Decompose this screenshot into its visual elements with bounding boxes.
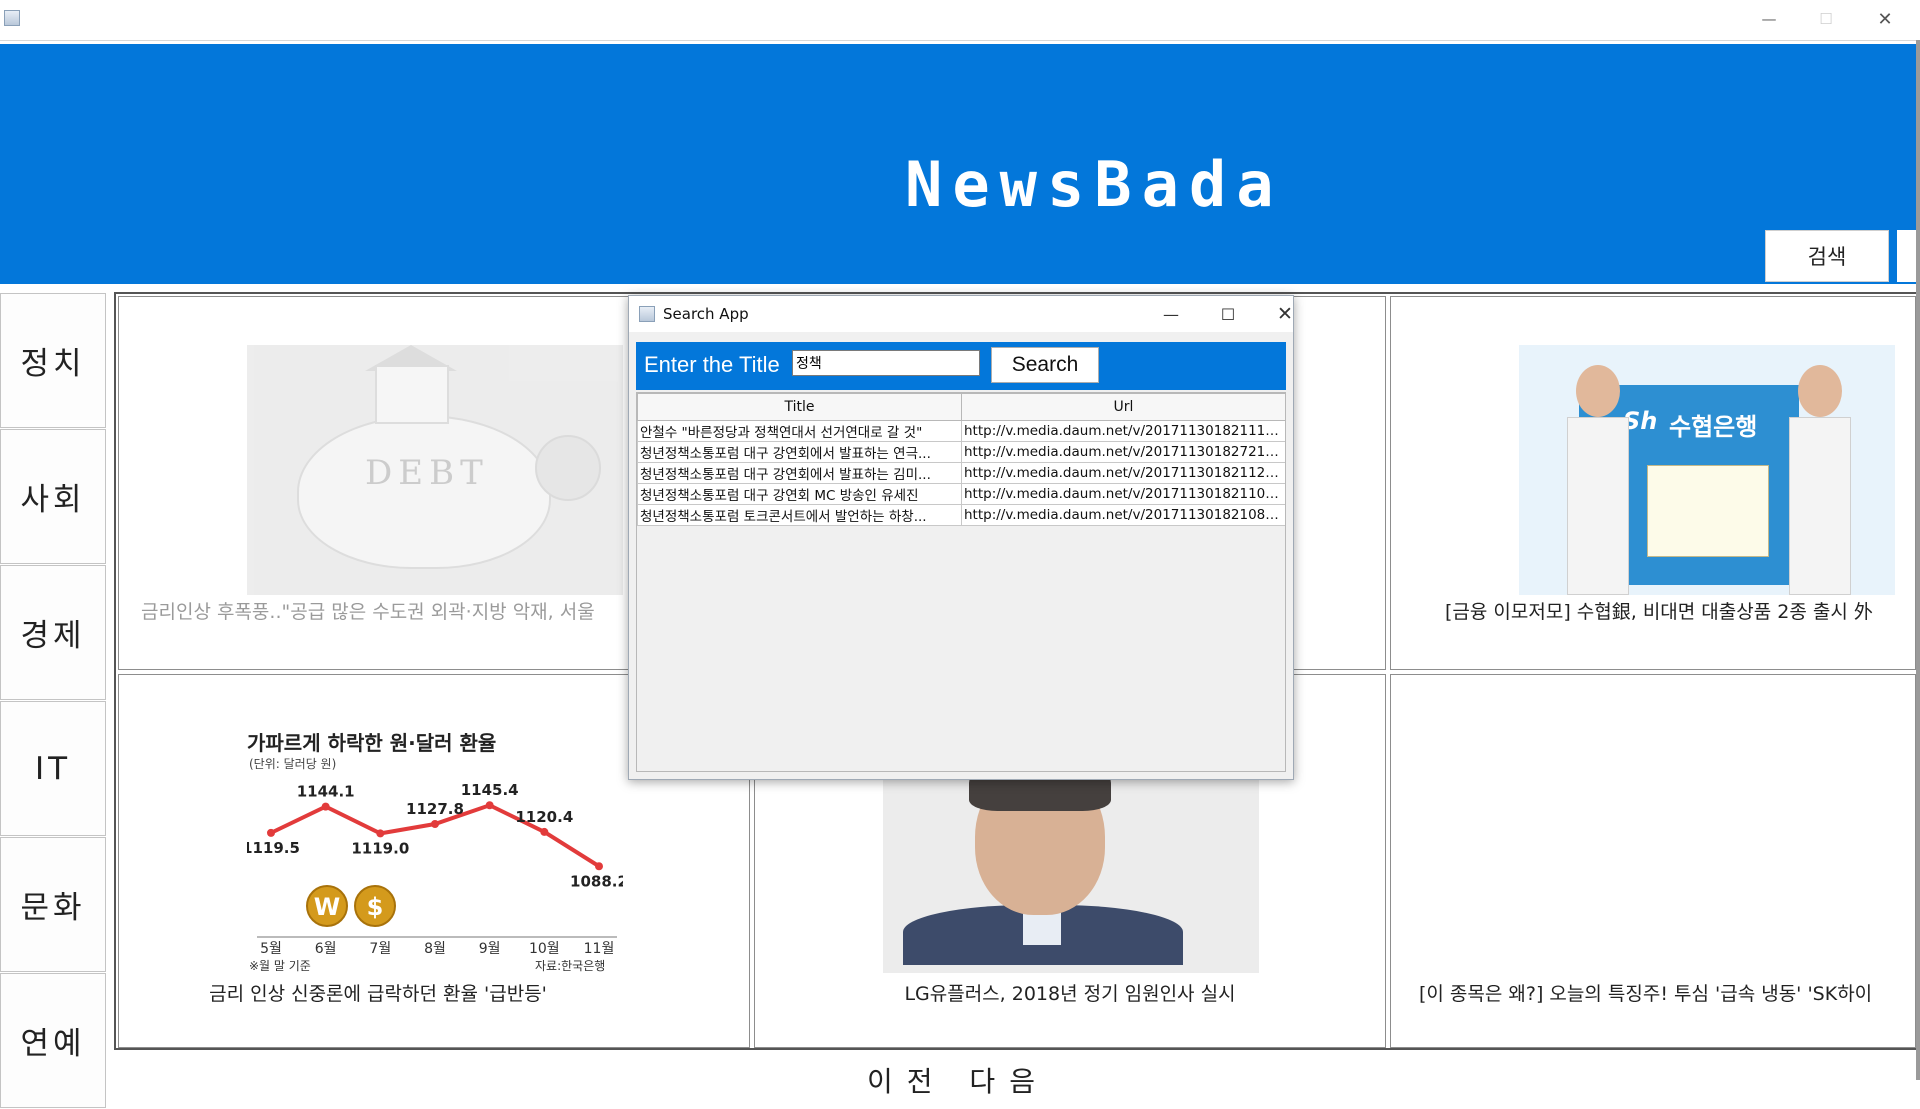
result-url-cell[interactable]: http://v.media.daum.net/v/20171130182108… xyxy=(961,504,1285,526)
x-tick-label: 9월 xyxy=(479,941,501,957)
header-banner: NewsBada xyxy=(0,44,1916,284)
sidebar-item-economy[interactable]: 경제 xyxy=(0,565,106,700)
result-title-cell[interactable]: 청년정책소통포럼 대구 강연회 MC 방송인 유세진 xyxy=(637,483,962,505)
chart-footnote: ※월 말 기준 xyxy=(249,959,311,973)
dialog-titlebar: Search App — ☐ ✕ xyxy=(629,296,1293,332)
news-card[interactable]: 수협은행 Sh [금융 이모저모] 수협銀, 비대면 대출상품 2종 출시 外 xyxy=(1390,296,1916,670)
close-button[interactable]: ✕ xyxy=(1877,8,1893,30)
dialog-minimize-button[interactable]: — xyxy=(1163,304,1179,324)
column-header-url[interactable]: Url xyxy=(961,393,1285,421)
news-caption[interactable]: [금융 이모저모] 수협銀, 비대면 대출상품 2종 출시 外 xyxy=(1445,601,1873,623)
pagination[interactable]: 이전 다음 xyxy=(867,1065,1049,1098)
won-coin xyxy=(306,885,348,927)
news-thumbnail: DEBT xyxy=(247,345,623,595)
data-label: 1127.8 xyxy=(406,800,464,818)
header-search-button-edge xyxy=(1897,230,1916,282)
data-point xyxy=(321,802,330,811)
column-header-title[interactable]: Title xyxy=(637,393,962,421)
news-caption[interactable]: 금리인상 후폭풍.."공급 많은 수도권 외곽·지방 악재, 서울 xyxy=(141,601,595,623)
news-thumbnail: 가파르게 하락한 원·달러 환율 (단위: 달러당 원) W $ 1119.5 5… xyxy=(247,725,623,973)
house-roof-shape xyxy=(365,345,457,371)
enter-title-label: Enter the Title xyxy=(644,352,780,377)
sidebar-item-it[interactable]: IT xyxy=(0,701,106,836)
x-tick-label: 5월 xyxy=(260,941,282,957)
debt-label: DEBT xyxy=(365,453,489,493)
news-thumbnail: 수협은행 Sh xyxy=(1519,345,1895,595)
maximize-button[interactable]: ☐ xyxy=(1819,10,1833,28)
result-title-cell[interactable]: 청년정책소통포럼 대구 강연회에서 발표하는 연극... xyxy=(637,441,962,463)
person-figure xyxy=(1567,365,1629,595)
dollar-coin xyxy=(354,885,396,927)
result-title-cell[interactable]: 안철수 "바른정당과 정책연대서 선거연대로 갈 것" xyxy=(637,420,962,442)
data-point xyxy=(267,828,275,837)
x-tick-label: 7월 xyxy=(369,941,391,957)
data-point xyxy=(540,827,549,836)
sidebar-item-society[interactable]: 사회 xyxy=(0,429,106,564)
promo-board xyxy=(1647,465,1769,557)
table-row[interactable]: 청년정책소통포럼 대구 강연회에서 발표하는 김미... http://v.me… xyxy=(637,462,1285,484)
data-label: 1144.1 xyxy=(297,783,355,801)
data-point xyxy=(431,820,439,829)
sidebar-item-politics[interactable]: 정치 xyxy=(0,293,106,428)
java-app-icon xyxy=(4,10,20,26)
won-coin-label: W xyxy=(314,893,340,921)
table-row[interactable]: 청년정책소통포럼 토크콘서트에서 발언하는 하창... http://v.med… xyxy=(637,504,1285,526)
results-table-container[interactable]: Title Url 안철수 "바른정당과 정책연대서 선거연대로 갈 것" ht… xyxy=(636,392,1286,772)
x-tick-label: 6월 xyxy=(315,941,337,957)
result-title-cell[interactable]: 청년정책소통포럼 대구 강연회에서 발표하는 김미... xyxy=(637,462,962,484)
news-caption[interactable]: LG유플러스, 2018년 정기 임원인사 실시 xyxy=(904,983,1236,1005)
news-caption[interactable]: [이 종목은 왜?] 오늘의 특징주! 투심 '급속 냉동' 'SK하이 xyxy=(1419,983,1873,1005)
result-url-cell[interactable]: http://v.media.daum.net/v/20171130182721… xyxy=(961,441,1285,463)
header-search-button[interactable]: 검색 xyxy=(1765,230,1889,282)
data-label: 1119.0 xyxy=(351,839,409,857)
results-table: Title Url 안철수 "바른정당과 정책연대서 선거연대로 갈 것" ht… xyxy=(637,393,1285,526)
dialog-close-button[interactable]: ✕ xyxy=(1277,303,1293,325)
table-row[interactable]: 안철수 "바른정당과 정책연대서 선거연대로 갈 것" http://v.med… xyxy=(637,420,1285,442)
brand-logo: NewsBada xyxy=(905,148,1284,221)
x-tick-label: 10월 xyxy=(529,941,560,957)
x-tick-label: 11월 xyxy=(584,941,615,957)
data-label: 1088.2 xyxy=(570,872,623,890)
news-card[interactable]: [이 종목은 왜?] 오늘의 특징주! 투심 '급속 냉동' 'SK하이 xyxy=(1390,674,1916,1048)
result-title-cell[interactable]: 청년정책소통포럼 토크콘서트에서 발언하는 하창... xyxy=(637,504,962,526)
chart-source: 자료:한국은행 xyxy=(535,959,606,973)
table-row[interactable]: 청년정책소통포럼 대구 강연회 MC 방송인 유세진 http://v.medi… xyxy=(637,483,1285,505)
news-card[interactable]: 가파르게 하락한 원·달러 환율 (단위: 달러당 원) W $ 1119.5 5… xyxy=(118,674,750,1048)
search-toolbar: Enter the Title Search xyxy=(636,342,1286,390)
data-label: 1145.4 xyxy=(461,781,519,799)
data-label: 1119.5 xyxy=(247,839,300,857)
table-row[interactable]: 청년정책소통포럼 대구 강연회에서 발표하는 연극... http://v.me… xyxy=(637,441,1285,463)
minimize-button[interactable]: — xyxy=(1761,10,1777,28)
title-search-input[interactable] xyxy=(792,350,980,376)
chart-title: 가파르게 하락한 원·달러 환율 xyxy=(247,731,497,755)
window-titlebar: — ☐ ✕ xyxy=(0,0,1920,41)
java-app-icon xyxy=(639,306,655,322)
news-grid xyxy=(114,292,1916,1050)
search-dialog: Search App — ☐ ✕ Enter the Title Search … xyxy=(628,295,1294,780)
dialog-title: Search App xyxy=(663,305,749,323)
category-sidebar: 정치 사회 경제 IT 문화 연예 xyxy=(0,293,106,1109)
debt-bag-shape xyxy=(297,415,551,569)
bank-name: 수협은행 xyxy=(1669,413,1758,441)
person-figure xyxy=(1789,365,1851,595)
debt-ball-shape xyxy=(535,435,601,501)
result-url-cell[interactable]: http://v.media.daum.net/v/20171130182110… xyxy=(961,483,1285,505)
data-point xyxy=(485,801,494,810)
data-label: 1120.4 xyxy=(515,808,573,826)
dollar-coin-label: $ xyxy=(367,893,384,921)
house-shape xyxy=(375,365,449,424)
news-caption[interactable]: 금리 인상 신중론에 급락하던 환율 '급반등' xyxy=(209,983,547,1005)
dialog-maximize-button[interactable]: ☐ xyxy=(1220,304,1236,324)
result-url-cell[interactable]: http://v.media.daum.net/v/20171130182111… xyxy=(961,420,1285,442)
x-tick-label: 8월 xyxy=(424,941,446,957)
sidebar-item-culture[interactable]: 문화 xyxy=(0,837,106,972)
exchange-rate-chart: W $ 1119.5 5월 1144.1 6월 1119.0 7월 1127.8 8월 1145… xyxy=(247,781,623,957)
result-url-cell[interactable]: http://v.media.daum.net/v/20171130182112… xyxy=(961,462,1285,484)
window-scrollbar[interactable] xyxy=(1916,40,1920,1080)
chart-unit: (단위: 달러당 원) xyxy=(249,757,337,771)
dialog-search-button[interactable]: Search xyxy=(991,347,1099,383)
data-point xyxy=(595,862,603,871)
data-point xyxy=(376,829,385,838)
